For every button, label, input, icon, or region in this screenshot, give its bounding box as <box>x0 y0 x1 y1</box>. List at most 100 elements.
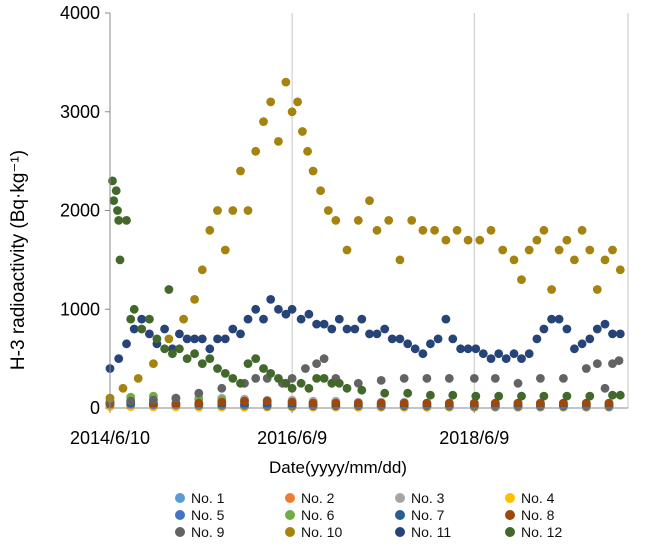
data-point <box>608 245 617 255</box>
data-point <box>293 97 302 107</box>
data-point <box>298 127 307 136</box>
data-point <box>296 378 306 388</box>
data-point <box>608 390 617 400</box>
data-point <box>205 354 215 363</box>
data-point <box>471 344 481 354</box>
legend-item: No. 9 <box>175 524 224 540</box>
data-point <box>562 235 572 245</box>
data-point <box>281 309 291 319</box>
data-point <box>213 334 222 344</box>
legend-item: No. 4 <box>505 490 554 506</box>
data-point <box>205 225 215 235</box>
data-point <box>308 398 318 408</box>
data-point <box>517 354 526 363</box>
data-point <box>524 245 534 255</box>
data-point <box>532 235 542 245</box>
data-point <box>304 309 314 319</box>
y-tick-label: 1000 <box>60 299 100 319</box>
data-point <box>312 359 321 368</box>
data-point <box>554 314 564 324</box>
legend-marker <box>175 510 185 520</box>
data-point <box>430 225 439 235</box>
data-point <box>384 216 394 225</box>
data-point <box>251 304 261 314</box>
data-point <box>274 374 283 383</box>
data-point <box>182 334 192 344</box>
data-point <box>539 391 549 401</box>
data-point <box>372 225 382 235</box>
data-point <box>536 374 545 383</box>
data-point <box>331 398 341 408</box>
data-point <box>463 235 473 245</box>
y-tick-label: 3000 <box>60 102 100 122</box>
data-point <box>194 388 204 398</box>
data-point <box>129 324 139 334</box>
legend-marker <box>395 527 405 537</box>
data-point <box>190 334 200 344</box>
data-point <box>376 398 386 408</box>
data-point <box>149 395 158 405</box>
legend-item: No. 6 <box>285 507 334 523</box>
data-point <box>365 329 374 339</box>
data-point <box>296 314 306 324</box>
y-tick-label: 2000 <box>60 201 100 221</box>
data-point <box>562 324 572 334</box>
data-point <box>190 349 200 359</box>
legend-label: No. 9 <box>191 524 225 540</box>
data-point <box>357 385 367 395</box>
data-point <box>114 354 124 363</box>
data-point <box>236 166 245 176</box>
data-point <box>301 364 310 373</box>
data-point <box>197 359 207 368</box>
legend-marker <box>505 493 515 503</box>
data-point <box>570 344 579 354</box>
data-point <box>448 334 458 344</box>
data-point <box>600 383 610 393</box>
data-point <box>376 376 386 385</box>
data-point <box>418 349 428 359</box>
data-point <box>513 398 523 408</box>
data-point <box>113 206 122 215</box>
data-point <box>407 216 417 225</box>
data-point <box>490 398 500 408</box>
data-point <box>111 186 121 196</box>
data-point <box>342 324 352 334</box>
data-point <box>422 374 432 383</box>
series-11 <box>105 295 625 373</box>
data-point <box>517 275 526 284</box>
data-point <box>494 349 504 359</box>
data-point <box>109 196 119 206</box>
data-point <box>614 356 624 365</box>
data-point <box>494 391 504 401</box>
legend-label: No. 10 <box>301 524 343 540</box>
data-point <box>615 390 625 400</box>
legend-marker <box>285 493 295 503</box>
data-point <box>129 304 139 314</box>
data-point <box>319 354 329 363</box>
data-point <box>312 319 321 329</box>
data-point <box>319 319 329 329</box>
data-point <box>259 314 268 324</box>
data-point <box>228 206 238 215</box>
data-point <box>554 245 564 255</box>
data-point <box>137 314 147 324</box>
legend-label: No. 7 <box>411 507 445 523</box>
data-point <box>475 235 485 245</box>
legend-item: No. 11 <box>395 524 451 540</box>
data-point <box>308 166 318 176</box>
data-point <box>236 329 245 339</box>
data-point <box>194 398 204 408</box>
data-point <box>365 196 374 206</box>
data-point <box>334 378 344 388</box>
data-point <box>426 390 435 400</box>
data-point <box>108 176 117 186</box>
data-point <box>164 285 174 294</box>
legend-label: No. 8 <box>521 507 555 523</box>
data-point <box>145 314 154 324</box>
data-point <box>539 225 549 235</box>
data-point <box>179 314 189 324</box>
data-point <box>220 369 230 378</box>
legend-item: No. 7 <box>395 507 444 523</box>
data-point <box>539 324 549 334</box>
data-point <box>372 329 382 339</box>
